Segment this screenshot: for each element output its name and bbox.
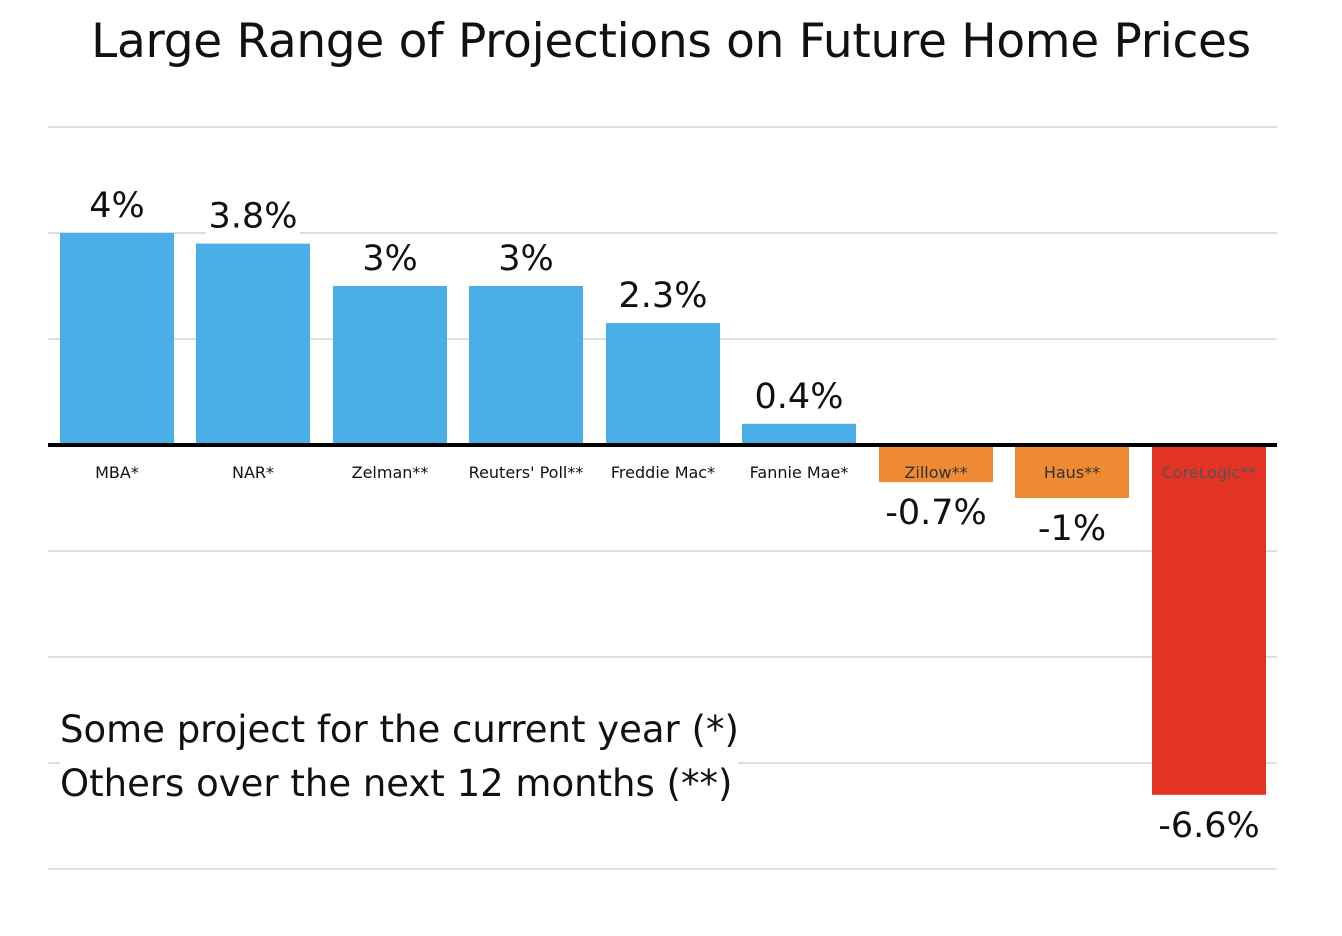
category-label: Zelman** [352, 463, 429, 482]
value-label-background [1035, 506, 1109, 548]
bar [196, 243, 310, 445]
category-label: CoreLogic** [1162, 463, 1257, 482]
chart-title: Large Range of Projections on Future Hom… [91, 14, 1251, 69]
value-label: -1% [1038, 509, 1106, 549]
category-label: Reuters' Poll** [469, 463, 584, 482]
bar [742, 423, 856, 445]
value-label-background [499, 236, 553, 278]
footnote-current-year: Some project for the current year (*) [60, 708, 745, 751]
value-label: -6.6% [1158, 806, 1260, 846]
bar [606, 323, 720, 445]
value-label: 0.4% [755, 377, 844, 417]
value-label: 3% [362, 239, 418, 279]
bar [1152, 445, 1266, 795]
footnote-next-12-months: Others over the next 12 months (**) [60, 762, 739, 805]
value-label: 2.3% [619, 276, 708, 316]
value-label-background [90, 183, 144, 225]
value-label: 3.8% [209, 197, 298, 237]
category-label: Zillow** [904, 463, 967, 482]
value-label-background [616, 273, 710, 316]
category-label: Fannie Mae* [750, 463, 849, 482]
bar [879, 445, 993, 483]
category-label: MBA* [95, 463, 139, 482]
value-label: -0.7% [885, 493, 987, 533]
bar [333, 286, 447, 445]
bar [1015, 445, 1129, 498]
bar [60, 233, 174, 445]
category-label: NAR* [232, 463, 274, 482]
value-label-background [363, 236, 417, 278]
value-label: 4% [89, 186, 145, 226]
category-label: Haus** [1044, 463, 1100, 482]
value-label-background [1152, 802, 1266, 845]
value-label-background [879, 490, 993, 533]
value-label-background [206, 193, 300, 236]
bar [469, 286, 583, 445]
category-label: Freddie Mac* [611, 463, 715, 482]
value-label-background [752, 373, 846, 416]
value-label: 3% [498, 239, 554, 279]
